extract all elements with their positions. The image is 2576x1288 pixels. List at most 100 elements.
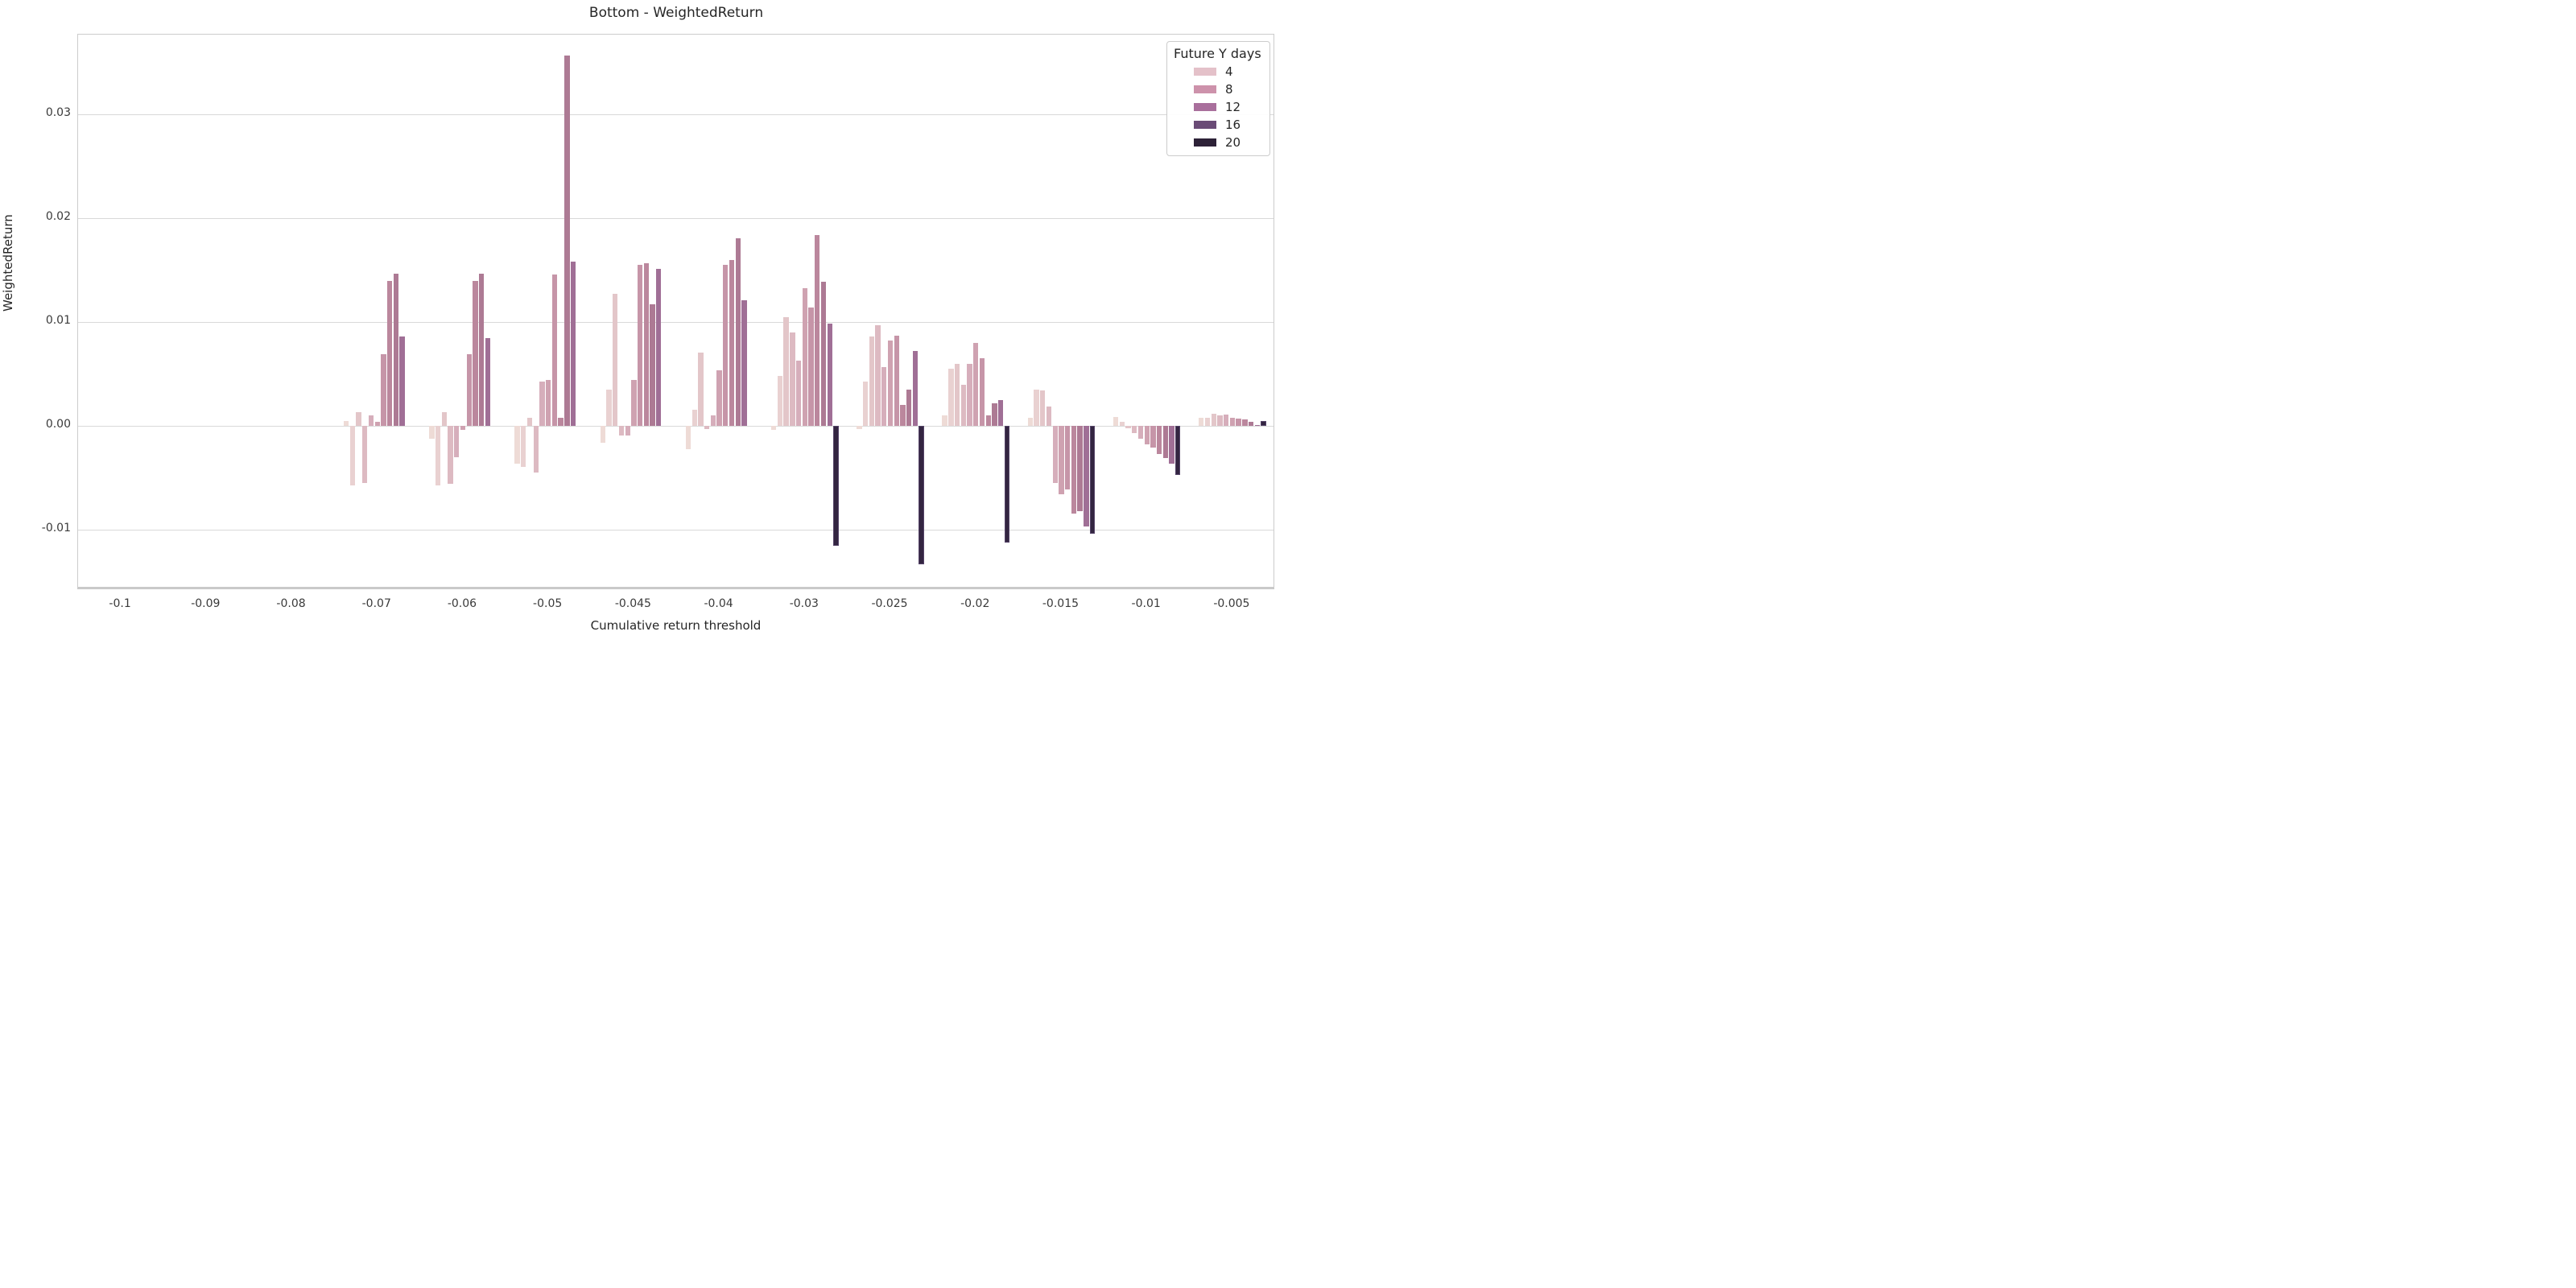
bar <box>349 426 355 485</box>
legend-item: 16 <box>1167 118 1269 132</box>
bar <box>343 420 349 427</box>
bar <box>1169 426 1174 464</box>
bar <box>356 412 361 427</box>
bar <box>1052 426 1058 484</box>
bar <box>460 426 466 431</box>
bar <box>833 426 839 546</box>
bar <box>1125 426 1131 428</box>
gridline <box>78 322 1274 324</box>
bar <box>704 426 710 430</box>
bar <box>551 274 558 427</box>
bar <box>1254 424 1260 427</box>
bar <box>1144 426 1150 445</box>
figure: Bottom - WeightedReturn Cumulative retur… <box>0 0 1288 644</box>
bar <box>399 336 405 427</box>
x-tick-label: -0.08 <box>276 597 306 610</box>
bar <box>637 265 643 427</box>
bar <box>887 341 894 427</box>
bar <box>656 269 662 427</box>
bar <box>1211 413 1216 427</box>
bar <box>992 402 997 427</box>
y-tick-label: -0.01 <box>41 522 71 535</box>
bar <box>441 412 447 427</box>
bar <box>546 380 551 427</box>
bar <box>1217 415 1223 427</box>
legend-item-label: 16 <box>1225 118 1241 132</box>
bar <box>820 281 827 427</box>
gridline <box>78 218 1274 220</box>
bar <box>894 336 899 427</box>
bar <box>1156 426 1162 455</box>
bar <box>485 337 491 427</box>
bar <box>1162 426 1168 459</box>
x-tick-label: -0.01 <box>1131 597 1161 610</box>
x-tick-label: -0.09 <box>191 597 221 610</box>
bar <box>875 325 881 427</box>
bar <box>1040 390 1046 427</box>
bar <box>448 426 453 485</box>
bar <box>1071 426 1077 514</box>
bar <box>1046 406 1052 427</box>
bar <box>997 399 1004 427</box>
legend-title: Future Y days <box>1174 46 1261 61</box>
bar <box>698 352 704 427</box>
x-tick-label: -0.025 <box>871 597 908 610</box>
bar <box>1137 426 1144 439</box>
bar <box>729 259 735 427</box>
x-tick-label: -0.05 <box>533 597 563 610</box>
bar <box>429 426 435 439</box>
bar <box>1248 422 1254 427</box>
legend-swatch <box>1194 121 1216 129</box>
legend-item-label: 4 <box>1225 64 1233 79</box>
bar <box>1084 426 1089 527</box>
y-tick-label: 0.01 <box>45 314 71 328</box>
bar <box>631 380 637 427</box>
bar <box>1004 426 1010 543</box>
bar <box>368 415 374 427</box>
legend-item: 4 <box>1167 64 1269 79</box>
bar <box>869 336 875 427</box>
bar <box>967 363 972 427</box>
bar <box>533 426 539 473</box>
legend-swatch <box>1194 138 1216 147</box>
bar <box>948 369 954 427</box>
bar <box>685 426 691 449</box>
bar <box>1229 417 1236 427</box>
bar <box>478 273 485 427</box>
bar <box>857 426 862 430</box>
legend-swatch <box>1194 103 1216 111</box>
bar <box>716 369 722 427</box>
y-axis-label: WeightedReturn <box>1 214 15 312</box>
bar <box>1175 426 1181 475</box>
bar <box>521 426 526 467</box>
bar <box>618 426 625 436</box>
y-tick-label: 0.02 <box>45 210 71 224</box>
bar <box>919 426 924 564</box>
bar <box>1132 426 1137 434</box>
chart-title: Bottom - WeightedReturn <box>588 5 764 21</box>
bar <box>1224 415 1229 427</box>
bar <box>783 316 789 427</box>
bar <box>1150 426 1156 448</box>
legend-item: 8 <box>1167 82 1269 97</box>
bar <box>558 417 564 427</box>
bar <box>912 351 919 427</box>
gridline <box>78 114 1274 116</box>
bar <box>741 300 747 427</box>
x-tick-label: -0.1 <box>109 597 131 610</box>
bar <box>735 237 741 427</box>
x-tick-label: -0.005 <box>1213 597 1250 610</box>
bar <box>570 262 576 427</box>
legend-item-label: 12 <box>1225 100 1241 114</box>
bar <box>1034 390 1039 427</box>
bar <box>1261 420 1266 427</box>
bar <box>1077 426 1083 511</box>
x-axis-label: Cumulative return threshold <box>590 618 762 633</box>
bar <box>1119 422 1125 427</box>
bar <box>1059 426 1064 495</box>
bar <box>802 287 807 427</box>
bar <box>393 273 399 427</box>
bar <box>960 384 966 427</box>
bar <box>691 409 697 427</box>
bar <box>795 360 802 427</box>
